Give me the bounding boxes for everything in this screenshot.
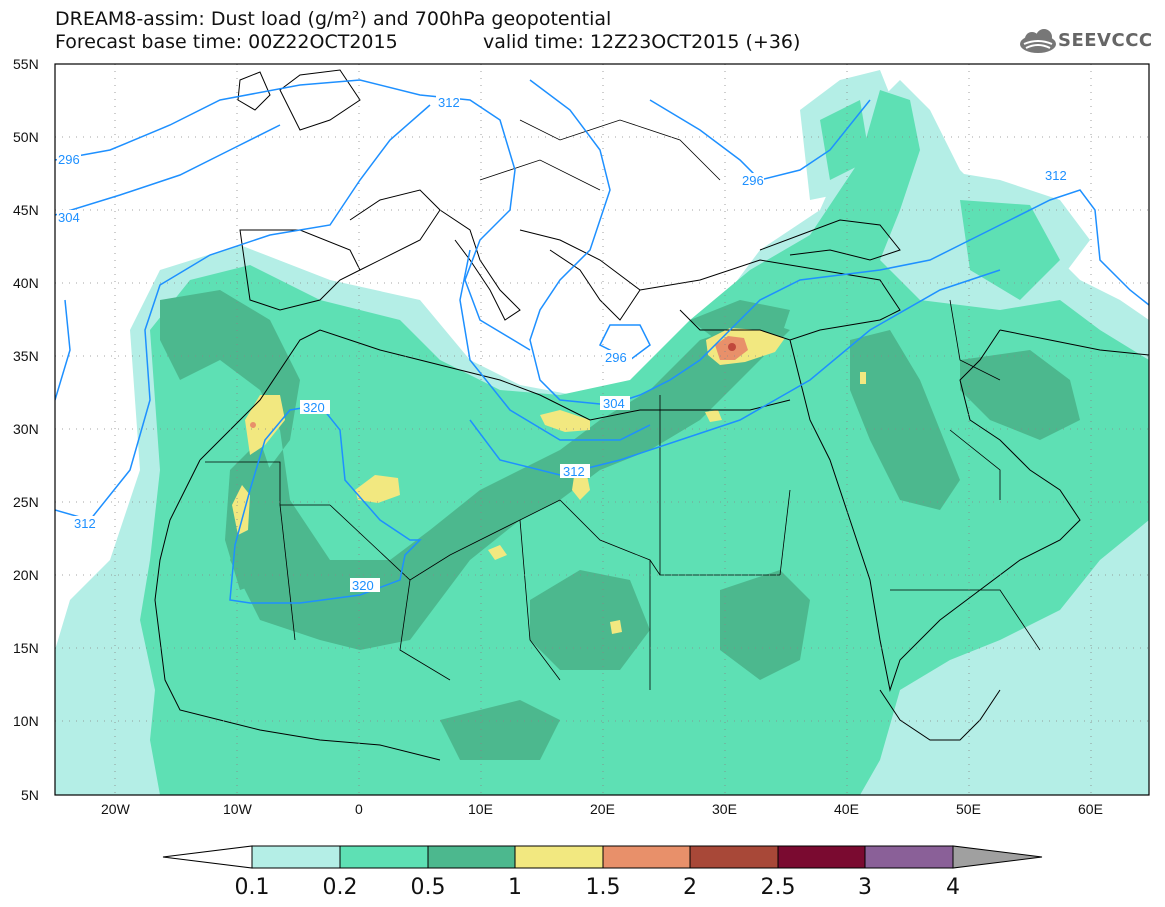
map-title: DREAM8-assim: Dust load (g/m²) and 700hP… [55, 8, 612, 30]
lon-label: 0 [355, 801, 363, 817]
contour-label: 312 [438, 95, 460, 110]
colorbar-label: 3 [858, 875, 872, 900]
colorbar-label: 2.5 [761, 875, 796, 900]
colorbar-arrow-low [162, 845, 253, 869]
contour-label: 320 [303, 400, 325, 415]
colorbar-segment [339, 845, 429, 869]
logo-text: SEEVCCC [1058, 30, 1153, 51]
lon-label: 60E [1078, 801, 1103, 817]
geopotential-contours [55, 79, 1149, 604]
colorbar-arrow-high [952, 845, 1043, 869]
colorbar-label: 4 [946, 875, 960, 900]
lat-label: 30N [13, 421, 39, 437]
map-frame [54, 63, 1150, 796]
lat-label: 55N [13, 56, 39, 72]
lon-label: 10E [468, 801, 493, 817]
colorbar-segment [864, 845, 954, 869]
colorbar-label: 2 [683, 875, 697, 900]
lat-label: 15N [13, 640, 39, 656]
contour-label: 304 [603, 396, 625, 411]
colorbar-label: 1.5 [586, 875, 621, 900]
valid-time: valid time: 12Z23OCT2015 (+36) [483, 31, 801, 53]
colorbar-segment [427, 845, 516, 869]
dust-layer-dark [160, 290, 1080, 760]
longitude-axis: 20W 10W 0 10E 20E 30E 40E 50E 60E [101, 801, 1103, 817]
latitude-axis: 55N 50N 45N 40N 35N 30N 25N 20N 15N 10N … [13, 56, 39, 803]
lat-label: 20N [13, 567, 39, 583]
lat-label: 5N [21, 787, 39, 803]
contour-label: 312 [563, 464, 585, 479]
contour-label: 312 [74, 516, 96, 531]
lat-label: 50N [13, 129, 39, 145]
colorbar-segment [514, 845, 604, 869]
lon-label: 20E [590, 801, 615, 817]
contour-label: 304 [58, 210, 80, 225]
lon-label: 20W [101, 801, 131, 817]
colorbar-label: 0.2 [323, 875, 358, 900]
contour-label: 320 [352, 578, 374, 593]
lat-label: 40N [13, 275, 39, 291]
contour-label: 296 [742, 173, 764, 188]
lon-label: 40E [834, 801, 859, 817]
dust-layer-yellow [232, 328, 866, 634]
contour-label: 296 [58, 152, 80, 167]
lat-label: 10N [13, 713, 39, 729]
colorbar-label: 0.1 [235, 875, 270, 900]
lon-label: 10W [223, 801, 253, 817]
colorbar-segment [602, 845, 691, 869]
contour-labels: 312 296 304 296 312 312 320 304 296 312 … [57, 95, 1067, 593]
lat-label: 35N [13, 348, 39, 364]
colorbar-segment [689, 845, 779, 869]
map-plot-area: 312 296 304 296 312 312 320 304 296 312 … [55, 64, 1149, 795]
colorbar [162, 845, 1043, 869]
contour-label: 296 [605, 350, 627, 365]
contour-label: 312 [1045, 168, 1067, 183]
colorbar-labels: 0.1 0.2 0.5 1 1.5 2 2.5 3 4 [235, 875, 961, 900]
dust-layer-orange [250, 336, 748, 428]
lat-label: 45N [13, 202, 39, 218]
forecast-base-time: Forecast base time: 00Z22OCT2015 [55, 31, 398, 53]
colorbar-segment [777, 845, 866, 869]
seevccc-logo [1020, 29, 1056, 53]
colorbar-label: 1 [508, 875, 522, 900]
lon-label: 30E [712, 801, 737, 817]
colorbar-segment [251, 845, 341, 869]
cloud-icon [1020, 29, 1056, 53]
borders [205, 119, 1041, 690]
lon-label: 50E [956, 801, 981, 817]
colorbar-label: 0.5 [411, 875, 446, 900]
lat-label: 25N [13, 494, 39, 510]
